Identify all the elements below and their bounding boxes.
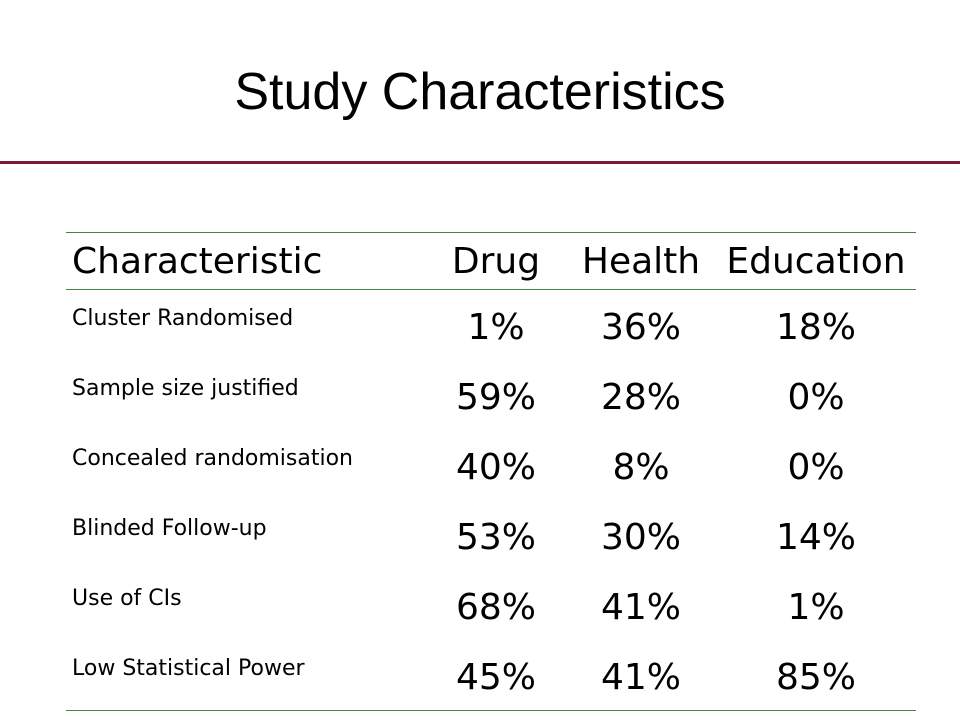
table-row: Cluster Randomised 1% 36% 18% (66, 290, 916, 361)
table-row: Concealed randomisation 40% 8% 0% (66, 430, 916, 500)
education-value: 18% (775, 306, 856, 348)
education-value: 1% (787, 586, 845, 628)
row-label: Use of CIs (72, 585, 182, 611)
header-drug: Drug (451, 240, 541, 282)
health-value: 30% (600, 516, 681, 558)
characteristics-table: Characteristic Drug Health Education Clu… (66, 232, 916, 711)
education-value: 14% (775, 516, 856, 558)
table-header-row: Characteristic Drug Health Education (66, 232, 916, 290)
row-label: Concealed randomisation (72, 445, 354, 471)
table-row: Use of CIs 68% 41% 1% (66, 570, 916, 640)
health-value: 36% (600, 306, 681, 348)
table-row: Blinded Follow-up 53% 30% 14% (66, 500, 916, 570)
row-label: Blinded Follow-up (72, 515, 267, 541)
table-row: Low Statistical Power 45% 41% 85% (66, 640, 916, 711)
drug-value: 68% (455, 586, 536, 628)
row-label: Cluster Randomised (72, 305, 294, 331)
education-value: 0% (787, 376, 845, 418)
drug-value: 59% (455, 376, 536, 418)
row-label: Sample size justified (72, 375, 299, 401)
drug-value: 53% (455, 516, 536, 558)
slide-title: Study Characteristics (234, 63, 726, 121)
education-value: 85% (775, 656, 856, 698)
drug-value: 40% (455, 446, 536, 488)
header-education: Education (726, 240, 906, 282)
title-divider (0, 161, 960, 164)
header-health: Health (581, 240, 701, 282)
health-value: 41% (600, 586, 681, 628)
drug-value: 1% (467, 306, 525, 348)
health-value: 41% (600, 656, 681, 698)
table-row: Sample size justified 59% 28% 0% (66, 360, 916, 430)
health-value: 28% (600, 376, 681, 418)
drug-value: 45% (455, 656, 536, 698)
header-characteristic: Characteristic (72, 240, 323, 282)
characteristics-table-container: Characteristic Drug Health Education Clu… (66, 232, 916, 711)
health-value: 8% (612, 446, 670, 488)
education-value: 0% (787, 446, 845, 488)
row-label: Low Statistical Power (72, 655, 305, 681)
